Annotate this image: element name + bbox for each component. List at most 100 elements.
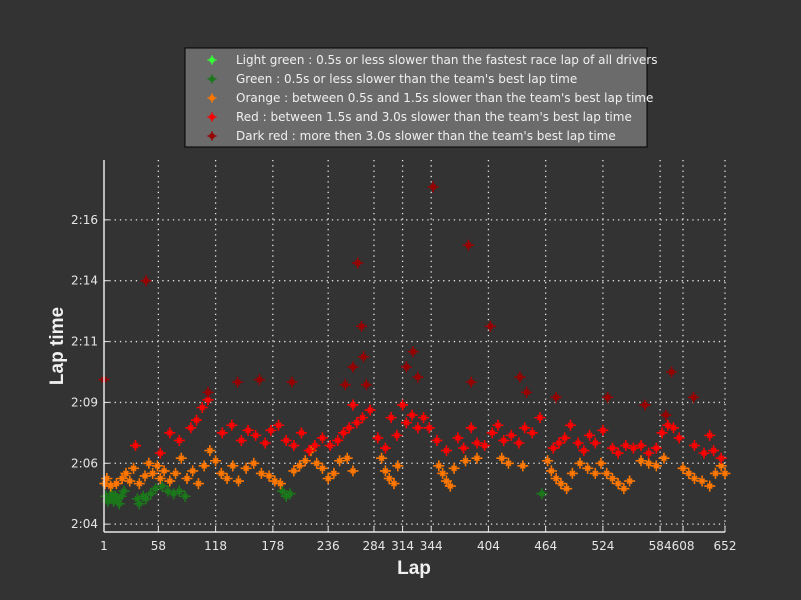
data-point xyxy=(151,460,163,472)
data-point xyxy=(280,490,292,502)
data-point xyxy=(660,409,672,421)
data-point xyxy=(263,470,275,482)
data-point xyxy=(357,412,369,424)
data-point xyxy=(173,434,185,446)
data-point xyxy=(440,475,452,487)
data-point xyxy=(259,437,271,449)
data-point xyxy=(210,455,222,467)
data-point xyxy=(677,462,689,474)
data-point xyxy=(618,483,630,495)
data-point xyxy=(521,386,533,398)
data-point xyxy=(412,371,424,383)
data-point xyxy=(564,419,576,431)
y-axis-label: Lap time xyxy=(47,307,68,385)
data-point xyxy=(465,376,477,388)
data-point xyxy=(101,472,113,484)
data-point xyxy=(683,467,695,479)
legend-marker-icon xyxy=(207,112,217,122)
data-point xyxy=(462,239,474,251)
data-point xyxy=(715,460,727,472)
data-point xyxy=(191,414,203,426)
data-point xyxy=(534,412,546,424)
legend-entry: Dark red : more then 3.0s slower than th… xyxy=(236,129,616,143)
data-point xyxy=(667,422,679,434)
data-point xyxy=(385,412,397,424)
data-point xyxy=(460,455,472,467)
data-point xyxy=(517,460,529,472)
data-point xyxy=(360,379,372,391)
x-tick-label: 524 xyxy=(591,539,614,553)
data-point xyxy=(578,445,590,457)
x-tick-label: 608 xyxy=(672,539,695,553)
legend-entry: Red : between 1.5s and 3.0s slower than … xyxy=(236,110,632,124)
data-point xyxy=(391,429,403,441)
data-point xyxy=(627,442,639,454)
data-point xyxy=(341,452,353,464)
data-point xyxy=(339,379,351,391)
data-point xyxy=(273,419,285,431)
data-point xyxy=(140,493,152,505)
data-point xyxy=(202,386,214,398)
data-point xyxy=(635,455,647,467)
data-point xyxy=(158,465,170,477)
data-point xyxy=(227,460,239,472)
data-point xyxy=(407,346,419,358)
x-tick-label: 344 xyxy=(420,539,443,553)
x-tick-label: 652 xyxy=(714,539,737,553)
data-point xyxy=(612,478,624,490)
x-tick-label: 118 xyxy=(204,539,227,553)
data-point xyxy=(606,442,618,454)
data-point xyxy=(392,460,404,472)
data-point xyxy=(698,447,710,459)
x-tick-label: 236 xyxy=(317,539,340,553)
data-point xyxy=(406,409,418,421)
data-point xyxy=(666,366,678,378)
data-point xyxy=(202,394,214,406)
legend-marker-icon xyxy=(207,55,217,65)
data-point xyxy=(164,427,176,439)
data-point xyxy=(572,437,584,449)
data-point xyxy=(656,427,668,439)
data-point xyxy=(635,440,647,452)
series-dark-red xyxy=(98,181,700,421)
data-point xyxy=(431,434,443,446)
data-point xyxy=(240,462,252,474)
data-point xyxy=(111,493,123,505)
data-point xyxy=(124,475,136,487)
data-point xyxy=(547,442,559,454)
data-point xyxy=(612,447,624,459)
data-point xyxy=(118,485,130,497)
data-point xyxy=(704,480,716,492)
data-point xyxy=(379,442,391,454)
data-point xyxy=(372,432,384,444)
data-point xyxy=(280,434,292,446)
x-tick-label: 284 xyxy=(363,539,386,553)
data-point xyxy=(574,457,586,469)
data-point xyxy=(316,462,328,474)
legend-marker-icon xyxy=(207,131,217,141)
data-point xyxy=(133,478,145,490)
data-point xyxy=(719,467,731,479)
y-tick-label: 2:14 xyxy=(71,274,98,288)
data-point xyxy=(299,455,311,467)
data-point xyxy=(232,376,244,388)
data-point xyxy=(131,493,143,505)
data-point xyxy=(324,440,336,452)
data-point xyxy=(185,422,197,434)
data-point xyxy=(147,467,159,479)
y-tick-labels: 2:04 2:06 2:09 2:11 2:14 2:16 xyxy=(71,213,109,531)
data-point xyxy=(265,424,277,436)
data-point xyxy=(526,427,538,439)
data-point xyxy=(688,440,700,452)
data-point xyxy=(400,417,412,429)
series-green xyxy=(100,480,548,510)
data-point xyxy=(334,455,346,467)
data-point xyxy=(284,488,296,500)
data-point xyxy=(696,475,708,487)
data-point xyxy=(286,376,298,388)
data-point xyxy=(288,440,300,452)
data-point xyxy=(597,424,609,436)
data-point xyxy=(145,488,157,500)
data-point xyxy=(465,422,477,434)
data-point xyxy=(179,490,191,502)
